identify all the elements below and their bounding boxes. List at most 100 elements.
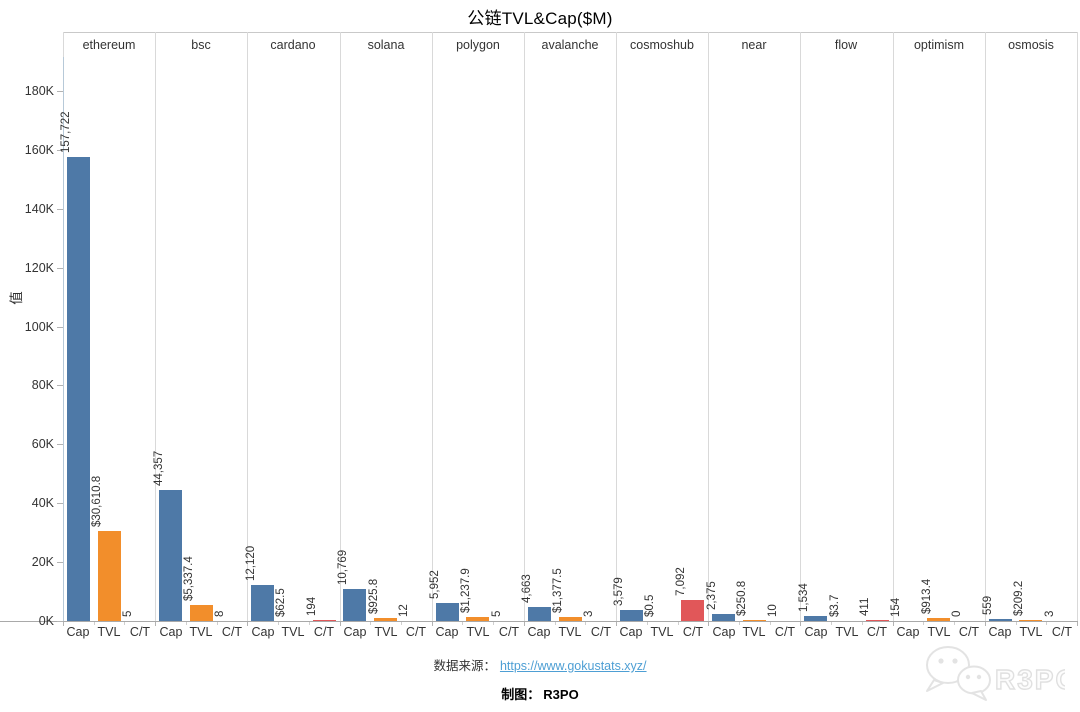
group-label-tvl: TVL <box>374 625 398 639</box>
subcolumn-tick <box>678 621 679 625</box>
bar-osmosis-tvl <box>1019 620 1042 621</box>
column-header-solana: solana <box>367 38 405 52</box>
column-boundary-tick <box>800 621 801 626</box>
group-label-cap: Cap <box>988 625 1012 639</box>
group-label-cap: Cap <box>619 625 643 639</box>
bar-ethereum-cap <box>67 157 90 621</box>
bar-value-label: 7,092 <box>675 567 687 596</box>
group-label-ct: C/T <box>498 625 520 639</box>
column-separator <box>893 32 894 621</box>
group-label-cap: Cap <box>251 625 275 639</box>
column-header-cosmoshub: cosmoshub <box>630 38 694 52</box>
subcolumn-tick <box>462 621 463 625</box>
bar-osmosis-cap <box>989 619 1012 621</box>
bar-value-label: $250.8 <box>736 580 748 616</box>
bar-value-label: 10 <box>767 604 779 617</box>
group-label-tvl: TVL <box>742 625 766 639</box>
column-boundary-tick <box>340 621 341 626</box>
group-label-tvl: TVL <box>97 625 121 639</box>
column-separator <box>985 32 986 621</box>
bar-value-label: 411 <box>859 597 871 616</box>
bar-value-label: 5 <box>122 610 134 617</box>
group-label-ct: C/T <box>774 625 796 639</box>
y-tick <box>57 503 63 504</box>
subcolumn-tick <box>493 621 494 625</box>
subcolumn-tick <box>770 621 771 625</box>
group-label-ct: C/T <box>313 625 335 639</box>
bar-cosmoshub-ct <box>681 600 704 621</box>
bar-value-label: $209.2 <box>1013 580 1025 616</box>
group-label-tvl: TVL <box>558 625 582 639</box>
subcolumn-tick <box>124 621 125 625</box>
group-label-tvl: TVL <box>189 625 213 639</box>
bar-value-label: 3 <box>1044 610 1056 617</box>
group-label-ct: C/T <box>405 625 427 639</box>
bar-value-label: $913.4 <box>921 578 933 614</box>
y-tick <box>57 327 63 328</box>
bar-value-label: 44,357 <box>153 450 165 486</box>
bar-value-label: 559 <box>982 595 994 615</box>
group-label-cap: Cap <box>896 625 920 639</box>
bar-value-label: 12,120 <box>245 545 257 581</box>
bar-avalanche-tvl <box>559 617 582 621</box>
group-label-cap: Cap <box>527 625 551 639</box>
bar-bsc-tvl <box>190 605 213 621</box>
source-link[interactable]: https://www.gokustats.xyz/ <box>499 659 647 673</box>
group-label-cap: Cap <box>435 625 459 639</box>
column-boundary-tick <box>247 621 248 626</box>
group-label-tvl: TVL <box>281 625 305 639</box>
group-label-ct: C/T <box>590 625 612 639</box>
column-header-polygon: polygon <box>456 38 500 52</box>
y-tick-label: 0K <box>38 614 54 628</box>
subcolumn-tick <box>647 621 648 625</box>
bar-value-label: 2,375 <box>706 581 718 610</box>
column-header-cardano: cardano <box>270 38 316 52</box>
bar-optimism-tvl <box>927 618 950 621</box>
y-tick <box>57 209 63 210</box>
group-label-tvl: TVL <box>466 625 490 639</box>
bar-value-label: 0 <box>951 610 963 617</box>
header-top-line <box>63 32 1077 33</box>
subcolumn-tick <box>370 621 371 625</box>
column-header-osmosis: osmosis <box>1008 38 1054 52</box>
y-tick <box>57 91 63 92</box>
bar-value-label: $925.8 <box>368 578 380 614</box>
group-label-tvl: TVL <box>650 625 674 639</box>
group-label-tvl: TVL <box>927 625 951 639</box>
column-separator <box>340 32 341 621</box>
group-label-ct: C/T <box>866 625 888 639</box>
y-tick-label: 80K <box>31 378 54 392</box>
subcolumn-tick <box>94 621 95 625</box>
column-separator <box>155 32 156 621</box>
column-header-bsc: bsc <box>191 38 211 52</box>
column-separator <box>708 32 709 621</box>
column-separator <box>432 32 433 621</box>
subcolumn-tick <box>585 621 586 625</box>
y-tick <box>57 268 63 269</box>
y-tick-label: 60K <box>31 437 54 451</box>
y-tick-label: 120K <box>24 261 54 275</box>
group-label-ct: C/T <box>129 625 151 639</box>
bar-solana-cap <box>343 589 366 621</box>
y-tick-label: 140K <box>24 202 54 216</box>
chart-title: 公链TVL&Cap($M) <box>467 9 613 28</box>
column-separator <box>524 32 525 621</box>
bar-value-label: $1,377.5 <box>552 568 564 613</box>
bar-value-label: 4,663 <box>521 574 533 603</box>
group-label-cap: Cap <box>66 625 90 639</box>
y-tick-label: 180K <box>24 84 54 98</box>
bar-value-label: $62.5 <box>275 588 287 617</box>
column-separator <box>800 32 801 621</box>
group-label-cap: Cap <box>343 625 367 639</box>
column-boundary-tick <box>985 621 986 626</box>
bar-value-label: 157,722 <box>60 111 72 153</box>
bar-flow-ct <box>866 620 889 621</box>
bar-bsc-cap <box>159 490 182 621</box>
subcolumn-tick <box>309 621 310 625</box>
column-header-optimism: optimism <box>913 38 964 52</box>
subcolumn-tick <box>862 621 863 625</box>
y-axis-line <box>63 57 64 621</box>
bar-value-label: 1,534 <box>798 583 810 612</box>
y-axis-title: 值 <box>9 291 24 305</box>
